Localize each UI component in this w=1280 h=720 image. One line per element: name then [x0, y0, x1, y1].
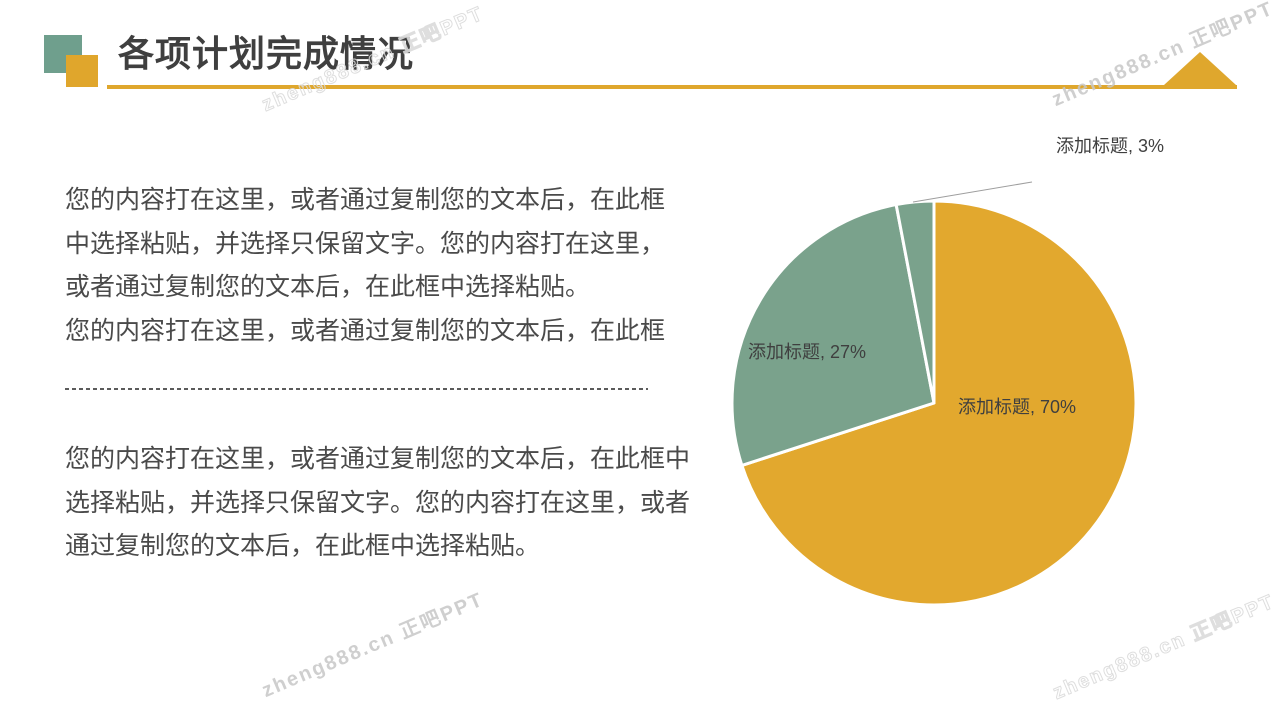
pie-slice-3pct: [894, 199, 936, 405]
watermark: zheng888.cn 正吧PPT: [1048, 0, 1278, 112]
pie-slice-27pct: [730, 203, 936, 467]
text-line: 通过复制您的文本后，在此框中选择粘贴。: [65, 532, 541, 560]
text-line: 您的内容打在这里，或者通过复制您的文本后，在此框中: [65, 445, 691, 473]
pie-slice-70pct: [740, 199, 1138, 607]
watermark: zheng888.cn 正吧PPT: [258, 588, 488, 703]
page-title: 各项计划完成情况: [118, 33, 415, 74]
header-accent-yellow-square: [66, 55, 98, 87]
pie-label-27: 添加标题, 27%: [748, 342, 867, 362]
label-leader-line: [912, 181, 1033, 203]
body-paragraph-2: 您的内容打在这里，或者通过复制您的文本后，在此框中 选择粘贴，并选择只保留文字。…: [65, 438, 725, 569]
pie-label-70: 添加标题, 70%: [958, 397, 1077, 417]
title-triangle-accent: [1164, 52, 1236, 85]
text-line: 选择粘贴，并选择只保留文字。您的内容打在这里，或者: [65, 488, 691, 517]
title-underline: [107, 85, 1237, 89]
text-line: 您的内容打在这里，或者通过复制您的文本后，在此框: [65, 186, 666, 214]
pie-label-3: 添加标题, 3%: [1056, 136, 1165, 156]
text-line: 中选择粘贴，并选择只保留文字。您的内容打在这里，: [65, 229, 666, 258]
watermark: zheng888.cn 正吧PPT: [1049, 590, 1279, 705]
body-paragraph-1: 您的内容打在这里，或者通过复制您的文本后，在此框 中选择粘贴，并选择只保留文字。…: [65, 179, 725, 353]
dashed-divider: [65, 388, 648, 390]
text-line: 您的内容打在这里，或者通过复制您的文本后，在此框: [65, 316, 666, 345]
text-line: 或者通过复制您的文本后，在此框中选择粘贴。: [65, 273, 591, 301]
